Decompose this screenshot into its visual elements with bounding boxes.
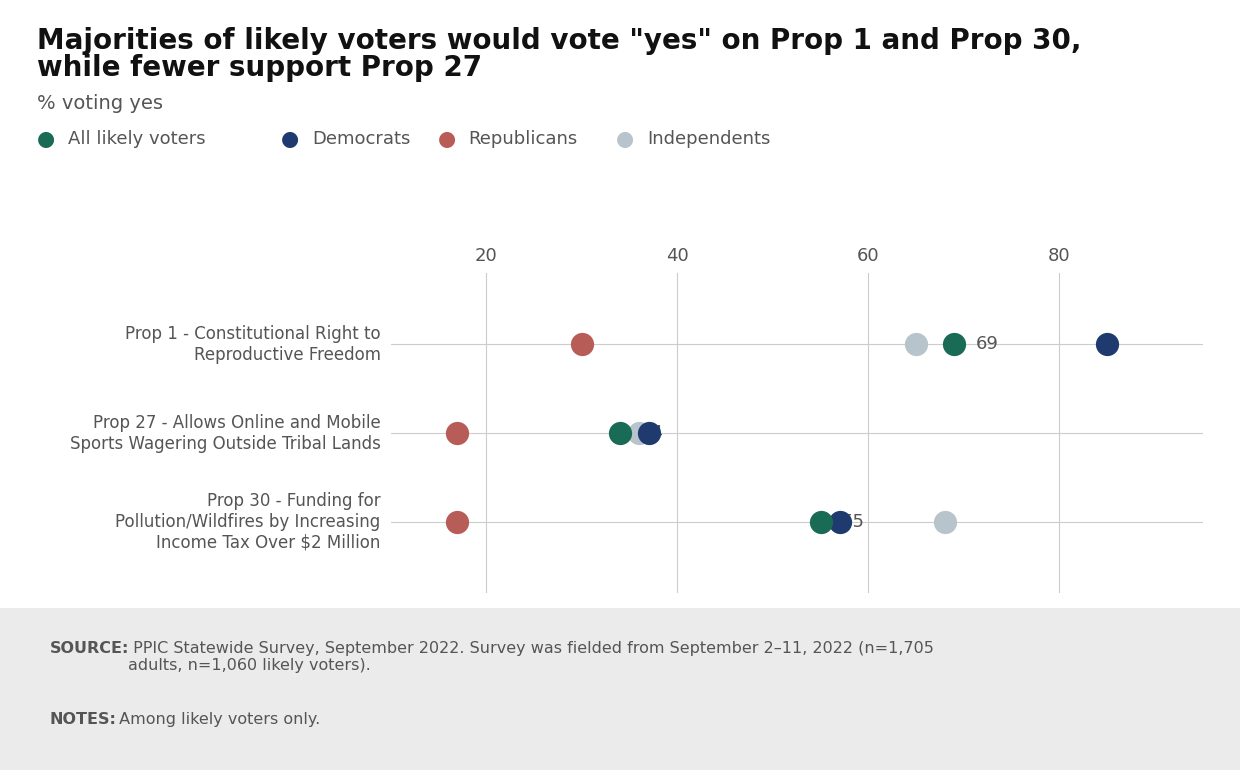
Point	[811, 516, 831, 528]
Text: Prop 30 - Funding for
Pollution/Wildfires by Increasing
Income Tax Over $2 Milli: Prop 30 - Funding for Pollution/Wildfire…	[115, 492, 381, 551]
Point	[448, 516, 467, 528]
Text: Prop 1 - Constitutional Right to
Reproductive Freedom: Prop 1 - Constitutional Right to Reprodu…	[125, 325, 381, 363]
Text: SOURCE:: SOURCE:	[50, 641, 129, 655]
Point	[629, 427, 649, 439]
Text: PPIC Statewide Survey, September 2022. Survey was fielded from September 2–11, 2: PPIC Statewide Survey, September 2022. S…	[128, 641, 934, 673]
Point	[1097, 338, 1117, 350]
Point	[572, 338, 591, 350]
Text: Republicans: Republicans	[469, 129, 578, 148]
Point	[906, 338, 926, 350]
Point	[448, 427, 467, 439]
Text: Democrats: Democrats	[312, 129, 410, 148]
Text: ●: ●	[37, 129, 56, 149]
Point	[945, 338, 965, 350]
Point	[830, 516, 849, 528]
Text: 69: 69	[976, 336, 998, 353]
Text: NOTES:: NOTES:	[50, 712, 117, 727]
Text: ●: ●	[281, 129, 299, 149]
Point	[610, 427, 630, 439]
Text: Prop 27 - Allows Online and Mobile
Sports Wagering Outside Tribal Lands: Prop 27 - Allows Online and Mobile Sport…	[69, 413, 381, 453]
Text: ●: ●	[616, 129, 634, 149]
Text: Independents: Independents	[647, 129, 770, 148]
Text: Majorities of likely voters would vote "yes" on Prop 1 and Prop 30,: Majorities of likely voters would vote "…	[37, 27, 1081, 55]
Text: % voting yes: % voting yes	[37, 94, 164, 113]
Text: 34: 34	[641, 424, 663, 442]
Text: All likely voters: All likely voters	[68, 129, 206, 148]
Text: while fewer support Prop 27: while fewer support Prop 27	[37, 54, 482, 82]
Text: 55: 55	[842, 513, 864, 531]
Point	[639, 427, 658, 439]
Point	[935, 516, 955, 528]
Text: Among likely voters only.: Among likely voters only.	[114, 712, 320, 727]
Text: ●: ●	[438, 129, 456, 149]
